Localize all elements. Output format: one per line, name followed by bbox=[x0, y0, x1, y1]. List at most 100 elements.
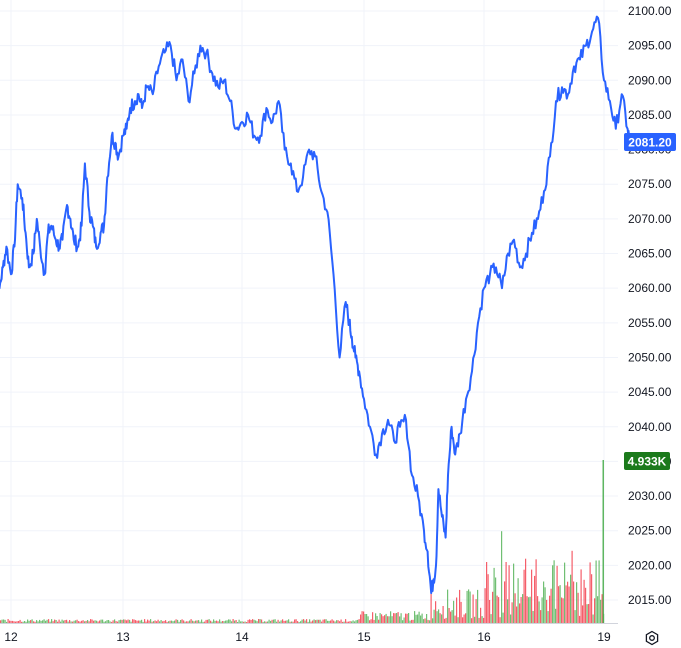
price-line bbox=[0, 15, 631, 595]
volume-bar bbox=[247, 619, 249, 623]
volume-bar bbox=[354, 621, 356, 623]
volume-bar bbox=[204, 621, 206, 623]
volume-bar bbox=[477, 589, 479, 623]
volume-bar bbox=[187, 621, 189, 623]
volume-bar bbox=[229, 619, 231, 623]
volume-bar bbox=[217, 621, 219, 623]
volume-bar bbox=[579, 615, 581, 623]
volume-bar bbox=[219, 619, 221, 623]
volume-bar bbox=[388, 616, 390, 623]
volume-bar bbox=[241, 621, 243, 623]
volume-bar bbox=[414, 611, 416, 623]
volume-bar bbox=[79, 621, 81, 623]
volume-bar bbox=[129, 619, 131, 623]
y-tick-label: 2075.00 bbox=[628, 177, 672, 191]
y-tick-label: 2050.00 bbox=[628, 350, 672, 364]
volume-bar bbox=[69, 620, 71, 623]
volume-bar bbox=[196, 620, 198, 623]
volume-bar bbox=[220, 621, 222, 623]
volume-bar bbox=[82, 620, 84, 623]
y-tick-label: 2065.00 bbox=[628, 247, 672, 261]
volume-bar bbox=[84, 621, 86, 623]
volume-bar bbox=[76, 619, 78, 623]
volume-bar bbox=[529, 596, 531, 623]
volume-bar bbox=[262, 621, 264, 623]
volume-bar bbox=[193, 621, 195, 623]
volume-bar bbox=[492, 591, 494, 623]
volume-bar bbox=[159, 621, 161, 623]
y-tick-label: 2025.00 bbox=[628, 524, 672, 538]
volume-bar bbox=[555, 608, 557, 623]
volume-bar bbox=[544, 587, 546, 623]
volume-bar bbox=[552, 565, 554, 623]
volume-bar bbox=[177, 619, 179, 623]
volume-bar bbox=[226, 620, 228, 623]
volume-bar bbox=[0, 620, 2, 623]
volume-bar bbox=[465, 613, 467, 623]
volume-bar bbox=[240, 621, 242, 623]
volume-bar bbox=[456, 597, 458, 623]
volume-bar bbox=[549, 595, 551, 623]
volume-bar bbox=[264, 621, 266, 623]
volume-bar bbox=[450, 611, 452, 623]
volume-bar bbox=[348, 621, 350, 623]
y-tick: 2060.00 bbox=[628, 281, 672, 295]
volume-bar bbox=[268, 619, 270, 623]
volume-bar bbox=[250, 620, 252, 623]
volume-bar bbox=[213, 619, 215, 623]
volume-bar bbox=[511, 602, 513, 623]
volume-bar bbox=[391, 616, 393, 623]
volume-bar bbox=[114, 619, 116, 623]
x-tick: 19 bbox=[597, 630, 611, 644]
x-tick-label: 12 bbox=[4, 630, 18, 644]
volume-bar bbox=[510, 614, 512, 623]
volume-bar bbox=[451, 610, 453, 623]
volume-bar bbox=[54, 619, 56, 623]
volume-bar bbox=[475, 599, 477, 623]
volume-bar bbox=[1, 619, 3, 623]
volume-bar bbox=[33, 621, 35, 623]
volume-bar bbox=[403, 617, 405, 623]
volume-bars bbox=[0, 460, 605, 623]
volume-bar bbox=[210, 620, 212, 623]
volume-bar bbox=[267, 621, 269, 623]
volume-bar bbox=[135, 620, 137, 623]
settings-button[interactable] bbox=[645, 630, 659, 646]
volume-bar bbox=[192, 620, 194, 623]
volume-bar bbox=[358, 619, 360, 623]
volume-bar bbox=[78, 621, 80, 623]
volume-bar bbox=[345, 619, 347, 623]
volume-bar bbox=[288, 619, 290, 623]
y-tick-label: 2030.00 bbox=[628, 489, 672, 503]
last-price-label: 2081.20 bbox=[628, 136, 672, 150]
volume-bar bbox=[111, 621, 113, 623]
volume-bar bbox=[222, 621, 224, 623]
volume-bar bbox=[88, 621, 90, 623]
volume-bar bbox=[298, 622, 300, 623]
volume-bar bbox=[166, 621, 168, 623]
volume-bar bbox=[459, 589, 461, 623]
volume-bar bbox=[270, 620, 272, 623]
volume-bar bbox=[540, 610, 542, 623]
volume-bar bbox=[51, 619, 53, 623]
volume-bar bbox=[271, 619, 273, 623]
price-axis[interactable]: 2015.002020.002025.002030.002035.002040.… bbox=[628, 4, 672, 607]
volume-bar bbox=[387, 616, 389, 623]
volume-bar bbox=[162, 621, 164, 623]
volume-bar bbox=[48, 619, 50, 623]
time-axis[interactable]: 12 13 14 15 16 19 bbox=[4, 630, 611, 644]
volume-bar bbox=[40, 620, 42, 623]
volume-bar bbox=[426, 614, 428, 623]
y-tick: 2075.00 bbox=[628, 177, 672, 191]
volume-bar bbox=[202, 621, 204, 623]
volume-bar bbox=[100, 619, 102, 623]
volume-bar bbox=[255, 620, 257, 623]
volume-bar bbox=[9, 620, 11, 623]
volume-bar bbox=[309, 619, 311, 623]
volume-bar bbox=[66, 619, 68, 623]
volume-bar bbox=[36, 620, 38, 623]
volume-bar bbox=[594, 598, 596, 623]
y-tick: 2070.00 bbox=[628, 212, 672, 226]
volume-bar bbox=[396, 613, 398, 623]
